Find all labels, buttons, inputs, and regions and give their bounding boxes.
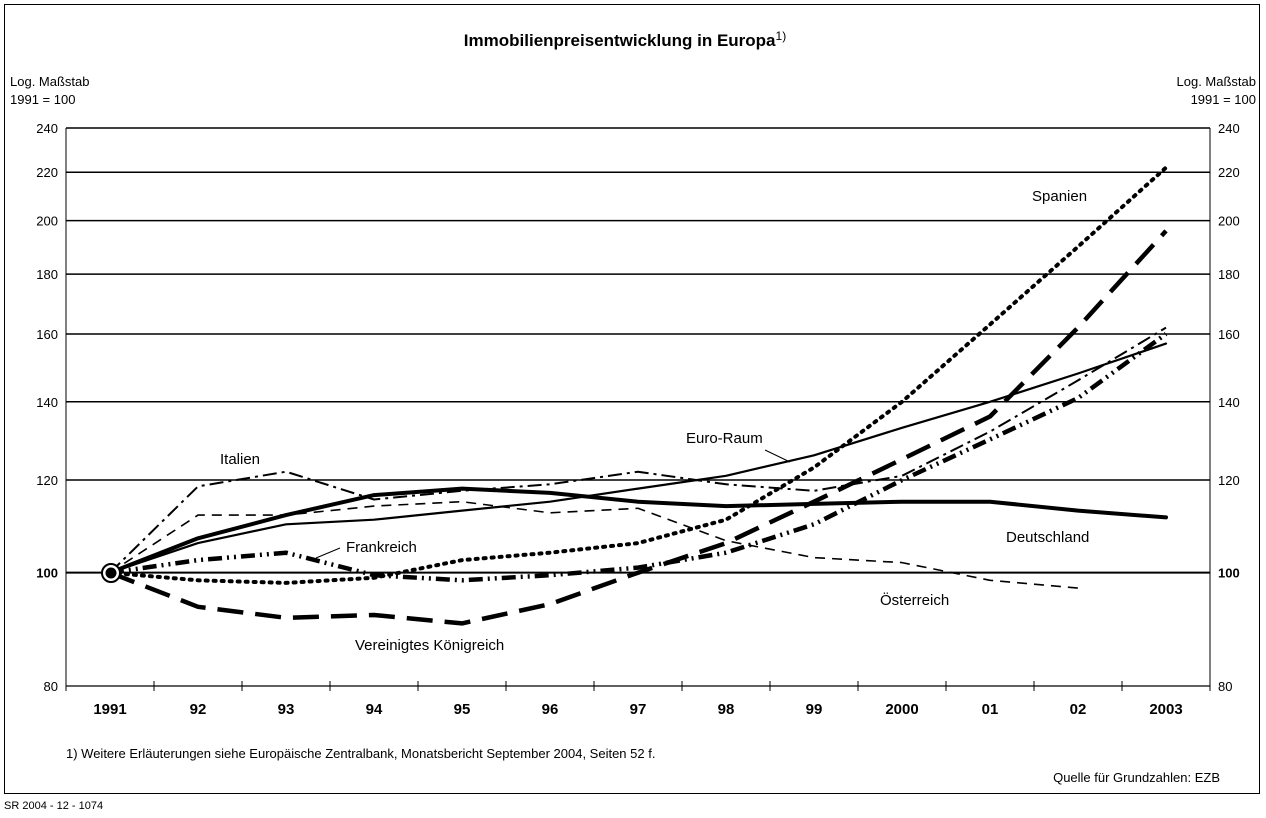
y-tick-right-180: 180: [1218, 267, 1240, 282]
y-axis-label-right-line2: 1991 = 100: [1191, 92, 1256, 107]
y-axis-label-left-line2: 1991 = 100: [10, 92, 75, 107]
x-tick-94: 94: [366, 701, 383, 718]
x-tick-99: 99: [806, 701, 823, 718]
gridlines: [66, 127, 1210, 574]
label-oesterreich: Österreich: [880, 591, 949, 609]
y-axis-label-right-line1: Log. Maßstab: [1177, 74, 1257, 89]
source-note: Quelle für Grundzahlen: EZB: [1053, 770, 1220, 785]
x-tick-97: 97: [630, 701, 647, 718]
label-spanien: Spanien: [1032, 188, 1087, 205]
y-tick-left-220: 220: [36, 165, 58, 180]
y-tick-right-120: 120: [1218, 473, 1240, 488]
x-tick-95: 95: [454, 701, 471, 718]
y-tick-left-120: 120: [36, 473, 58, 488]
label-frankreich: Frankreich: [346, 539, 417, 556]
origin-marker-dot: [105, 567, 117, 579]
y-axis-label-left-line1: Log. Maßstab: [10, 74, 90, 89]
y-tick-left-240: 240: [36, 121, 58, 136]
y-tick-right-220: 220: [1218, 165, 1240, 180]
y-tick-left-200: 200: [36, 214, 58, 229]
label-italien: Italien: [220, 451, 260, 468]
x-tick-93: 93: [278, 701, 295, 718]
y-tick-left-80: 80: [44, 679, 58, 694]
y-tick-left-100: 100: [36, 566, 58, 581]
y-tick-right-80: 80: [1218, 679, 1232, 694]
chart-title: Immobilienpreisentwicklung in Europa1): [464, 29, 786, 50]
y-tick-left-180: 180: [36, 267, 58, 282]
x-tick-02: 02: [1070, 701, 1087, 718]
series-line-euro-raum: [108, 342, 1168, 574]
label-euro-raum: Euro-Raum: [686, 430, 763, 447]
series-line-spanien: [108, 165, 1168, 585]
y-tick-left-160: 160: [36, 327, 58, 342]
x-tick-92: 92: [190, 701, 207, 718]
axes: 80 80 100 100 120 120 140 140 160 160 180 180 200 200…: [36, 121, 1239, 718]
series-line-vereinigtes-koenigreich: [109, 229, 1168, 626]
x-tick-2003: 2003: [1149, 701, 1182, 718]
x-tick-2000: 2000: [885, 701, 918, 718]
leader-euro-raum: [764, 449, 791, 463]
y-tick-right-140: 140: [1218, 395, 1240, 410]
document-id: SR 2004 - 12 - 1074: [4, 800, 104, 812]
y-tick-right-240: 240: [1218, 121, 1240, 136]
series-lines: [108, 165, 1168, 626]
label-deutschland: Deutschland: [1006, 529, 1089, 546]
y-tick-right-200: 200: [1218, 214, 1240, 229]
x-tick-1991: 1991: [93, 701, 126, 718]
footnote: 1) Weitere Erläuterungen siehe Europäisc…: [66, 746, 655, 761]
x-tick-01: 01: [982, 701, 999, 718]
y-tick-right-100: 100: [1218, 566, 1240, 581]
y-tick-left-140: 140: [36, 395, 58, 410]
chart-frame: [4, 4, 1260, 794]
series-line-oesterreich: [109, 500, 1079, 589]
label-vereinigtes-koenigreich: Vereinigtes Königreich: [355, 637, 504, 654]
x-tick-98: 98: [718, 701, 735, 718]
x-tick-96: 96: [542, 701, 559, 718]
series-line-italien: [109, 326, 1167, 574]
y-tick-right-160: 160: [1218, 327, 1240, 342]
leader-frankreich: [315, 547, 341, 559]
series-line-frankreich: [109, 332, 1168, 583]
